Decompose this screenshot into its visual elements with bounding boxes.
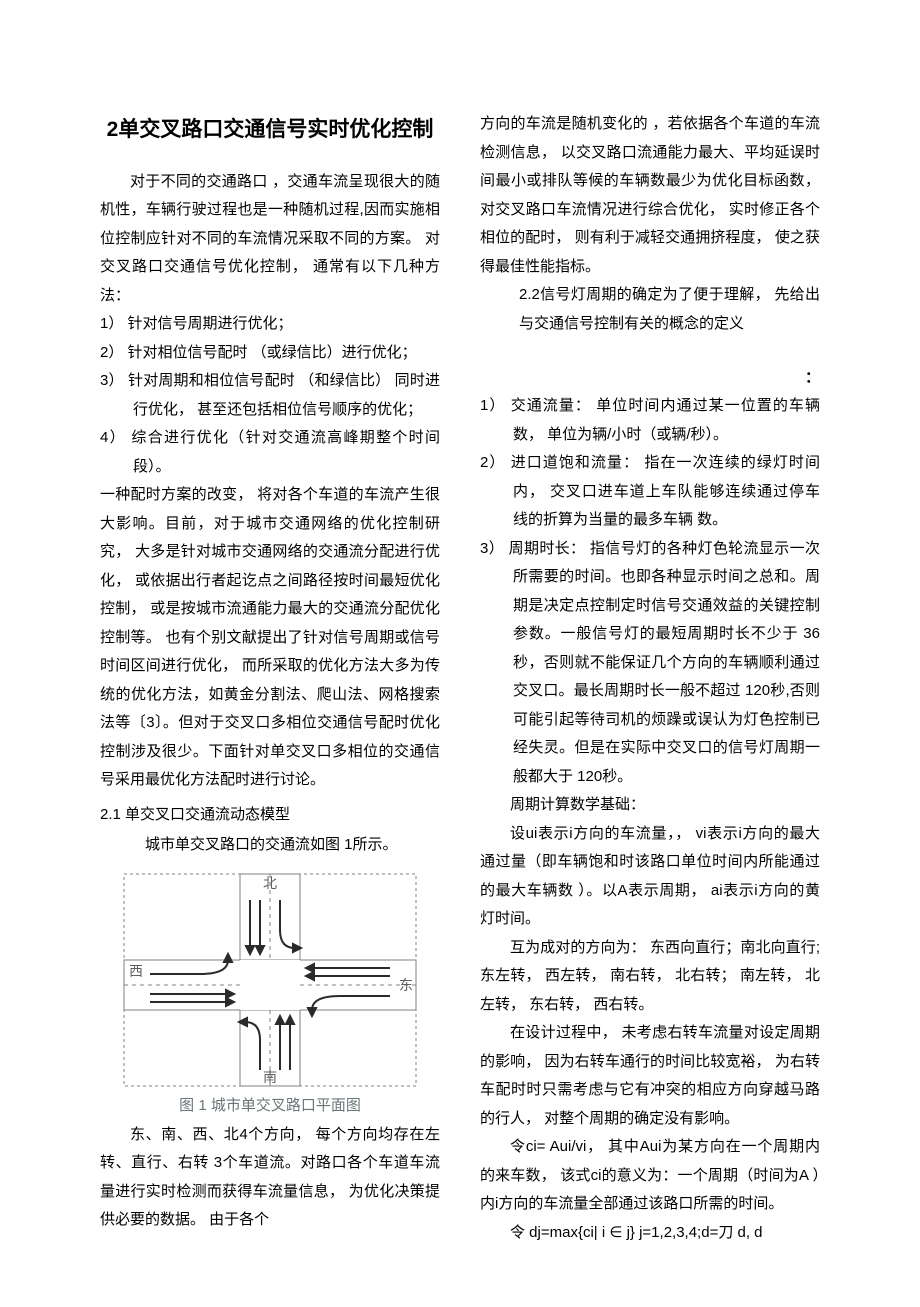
subsection-title: 2.1 单交叉口交通流动态模型 bbox=[100, 801, 440, 830]
body-paragraph: 一种配时方案的改变， 将对各个车道的车流产生很大影响。目前，对于城市交通网络的优… bbox=[100, 481, 440, 795]
right-column: 方向的车流是随机变化的 ，若依据各个车道的车流检测信息， 以交叉路口流通能力最大… bbox=[480, 110, 820, 1247]
list-item: 3） 周期时长： 指信号灯的各种灯色轮流显示一次所需要的时间。也即各种显示时间之… bbox=[480, 535, 820, 792]
list-item: 3） 针对周期和相位信号配时 （和绿信比） 同时进行优化， 甚至还包括相位信号顺… bbox=[100, 367, 440, 424]
body-paragraph: 令 dj=max{ci| i ∈ j} j=1,2,3,4;d=刀 d, d bbox=[480, 1219, 820, 1248]
figure-1: 北 南 西 东 图 1 城市单交叉路口平面图 bbox=[100, 870, 440, 1115]
body-paragraph: 互为成对的方向为： 东西向直行；南北向直行;东左转， 西左转， 南右转， 北右转… bbox=[480, 934, 820, 1020]
list-item: 1） 交通流量： 单位时间内通过某一位置的车辆数， 单位为辆/小时（或辆/秒）。 bbox=[480, 392, 820, 449]
math-heading: 周期计算数学基础： bbox=[480, 791, 820, 820]
body-paragraph: 令ci= Aui/vi， 其中Aui为某方向在一个周期内的来车数， 该式ci的意… bbox=[480, 1133, 820, 1219]
list-item: 4） 综合进行优化（针对交通流高峰期整个时间段）。 bbox=[100, 424, 440, 481]
definition-intro: 2.2信号灯周期的确定为了便于理解， 先给出与交通信号控制有关的概念的定义 bbox=[480, 281, 820, 338]
method-list: 1） 针对信号周期进行优化； 2） 针对相位信号配时 （或绿信比）进行优化； 3… bbox=[100, 310, 440, 481]
body-paragraph: 在设计过程中， 未考虑右转车流量对设定周期的影响， 因为右转车通行的时间比较宽裕… bbox=[480, 1019, 820, 1133]
colon-line: ： bbox=[480, 364, 820, 393]
svg-text:南: 南 bbox=[263, 1069, 277, 1085]
svg-text:北: 北 bbox=[263, 875, 277, 891]
list-item: 2） 针对相位信号配时 （或绿信比）进行优化； bbox=[100, 339, 440, 368]
two-column-layout: 2单交叉路口交通信号实时优化控制 对于不同的交通路口 ，交通车流呈现很大的随机性… bbox=[100, 110, 820, 1247]
section-title: 2单交叉路口交通信号实时优化控制 bbox=[100, 110, 440, 150]
body-paragraph: 设ui表示i方向的车流量，， vi表示i方向的最大通过量（即车辆饱和时该路口单位… bbox=[480, 820, 820, 934]
svg-text:西: 西 bbox=[129, 963, 143, 979]
intro-paragraph: 对于不同的交通路口 ，交通车流呈现很大的随机性，车辆行驶过程也是一种随机过程,因… bbox=[100, 168, 440, 311]
figure-caption: 图 1 城市单交叉路口平面图 bbox=[100, 1094, 440, 1115]
continuation-paragraph: 方向的车流是随机变化的 ，若依据各个车道的车流检测信息， 以交叉路口流通能力最大… bbox=[480, 110, 820, 281]
page: 2单交叉路口交通信号实时优化控制 对于不同的交通路口 ，交通车流呈现很大的随机性… bbox=[0, 0, 920, 1307]
tail-paragraph: 东、南、西、北4个方向， 每个方向均存在左转、直行、右转 3个车道流。对路口各个… bbox=[100, 1121, 440, 1235]
left-column: 2单交叉路口交通信号实时优化控制 对于不同的交通路口 ，交通车流呈现很大的随机性… bbox=[100, 110, 440, 1247]
svg-text:东: 东 bbox=[399, 977, 413, 993]
list-item: 1） 针对信号周期进行优化； bbox=[100, 310, 440, 339]
intersection-diagram-icon: 北 南 西 东 bbox=[120, 870, 420, 1090]
definition-list: 1） 交通流量： 单位时间内通过某一位置的车辆数， 单位为辆/小时（或辆/秒）。… bbox=[480, 392, 820, 791]
figure-ref-line: 城市单交叉路口的交通流如图 1所示。 bbox=[100, 831, 440, 860]
list-item: 2） 进口道饱和流量： 指在一次连续的绿灯时间内， 交叉口进车道上车队能够连续通… bbox=[480, 449, 820, 535]
